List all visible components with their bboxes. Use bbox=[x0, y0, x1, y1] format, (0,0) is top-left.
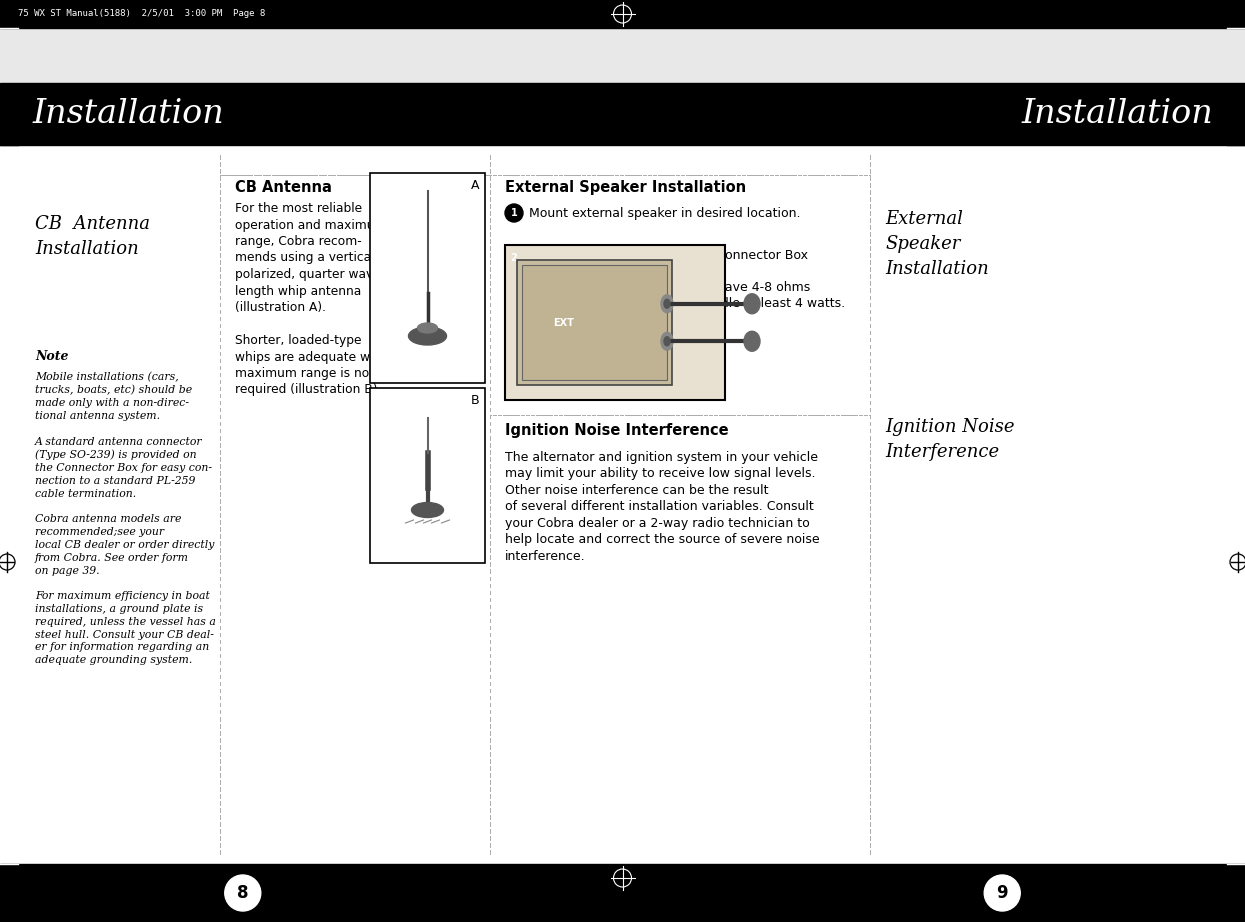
Text: 75 WX ST Manual(5188)  2/5/01  3:00 PM  Page 8: 75 WX ST Manual(5188) 2/5/01 3:00 PM Pag… bbox=[17, 9, 265, 18]
Ellipse shape bbox=[412, 502, 443, 517]
Text: Note: Note bbox=[35, 350, 68, 363]
Text: 1: 1 bbox=[510, 208, 518, 218]
Bar bbox=[370, 388, 486, 563]
Ellipse shape bbox=[664, 300, 670, 308]
Text: Installation: Installation bbox=[32, 98, 224, 130]
Text: CB Antenna: CB Antenna bbox=[235, 180, 332, 195]
Text: External
Speaker
Installation: External Speaker Installation bbox=[885, 210, 989, 278]
Circle shape bbox=[985, 875, 1020, 911]
Text: Installation: Installation bbox=[1021, 98, 1213, 130]
Circle shape bbox=[505, 249, 523, 267]
Ellipse shape bbox=[664, 337, 670, 346]
Ellipse shape bbox=[661, 332, 674, 350]
Circle shape bbox=[225, 875, 260, 911]
Text: External Speaker Installation: External Speaker Installation bbox=[505, 180, 746, 195]
Text: Plug jack into the back of the Connector Box
labled EXT.
*The external speaker s: Plug jack into the back of the Connector… bbox=[529, 249, 845, 310]
Text: For the most reliable
operation and maximum
range, Cobra recom-
mends using a ve: For the most reliable operation and maxi… bbox=[235, 202, 393, 396]
Text: A: A bbox=[471, 179, 479, 192]
Text: B: B bbox=[471, 394, 479, 407]
Text: CB  Antenna
Installation: CB Antenna Installation bbox=[35, 215, 149, 258]
Bar bbox=[370, 173, 486, 383]
Text: 8: 8 bbox=[237, 884, 249, 902]
Bar bbox=[0, 28, 1245, 83]
Text: Ignition Noise
Interference: Ignition Noise Interference bbox=[885, 418, 1015, 461]
Text: The alternator and ignition system in your vehicle
may limit your ability to rec: The alternator and ignition system in yo… bbox=[505, 451, 819, 563]
Text: Mount external speaker in desired location.: Mount external speaker in desired locati… bbox=[529, 207, 801, 219]
Ellipse shape bbox=[745, 294, 759, 313]
Bar bbox=[522, 265, 667, 380]
Bar bbox=[505, 245, 725, 400]
Circle shape bbox=[505, 204, 523, 222]
Bar bbox=[0, 83, 1245, 145]
Bar bbox=[0, 0, 1245, 28]
Text: 2: 2 bbox=[510, 253, 518, 263]
Ellipse shape bbox=[745, 331, 759, 351]
Text: EXT: EXT bbox=[553, 317, 574, 327]
Ellipse shape bbox=[408, 327, 447, 345]
Ellipse shape bbox=[661, 295, 674, 313]
Text: Ignition Noise Interference: Ignition Noise Interference bbox=[505, 423, 728, 438]
Bar bbox=[517, 260, 672, 385]
Text: Mobile installations (cars,
trucks, boats, etc) should be
made only with a non-d: Mobile installations (cars, trucks, boat… bbox=[35, 372, 215, 665]
Bar bbox=[0, 864, 1245, 922]
Ellipse shape bbox=[417, 323, 437, 333]
Text: 9: 9 bbox=[996, 884, 1008, 902]
